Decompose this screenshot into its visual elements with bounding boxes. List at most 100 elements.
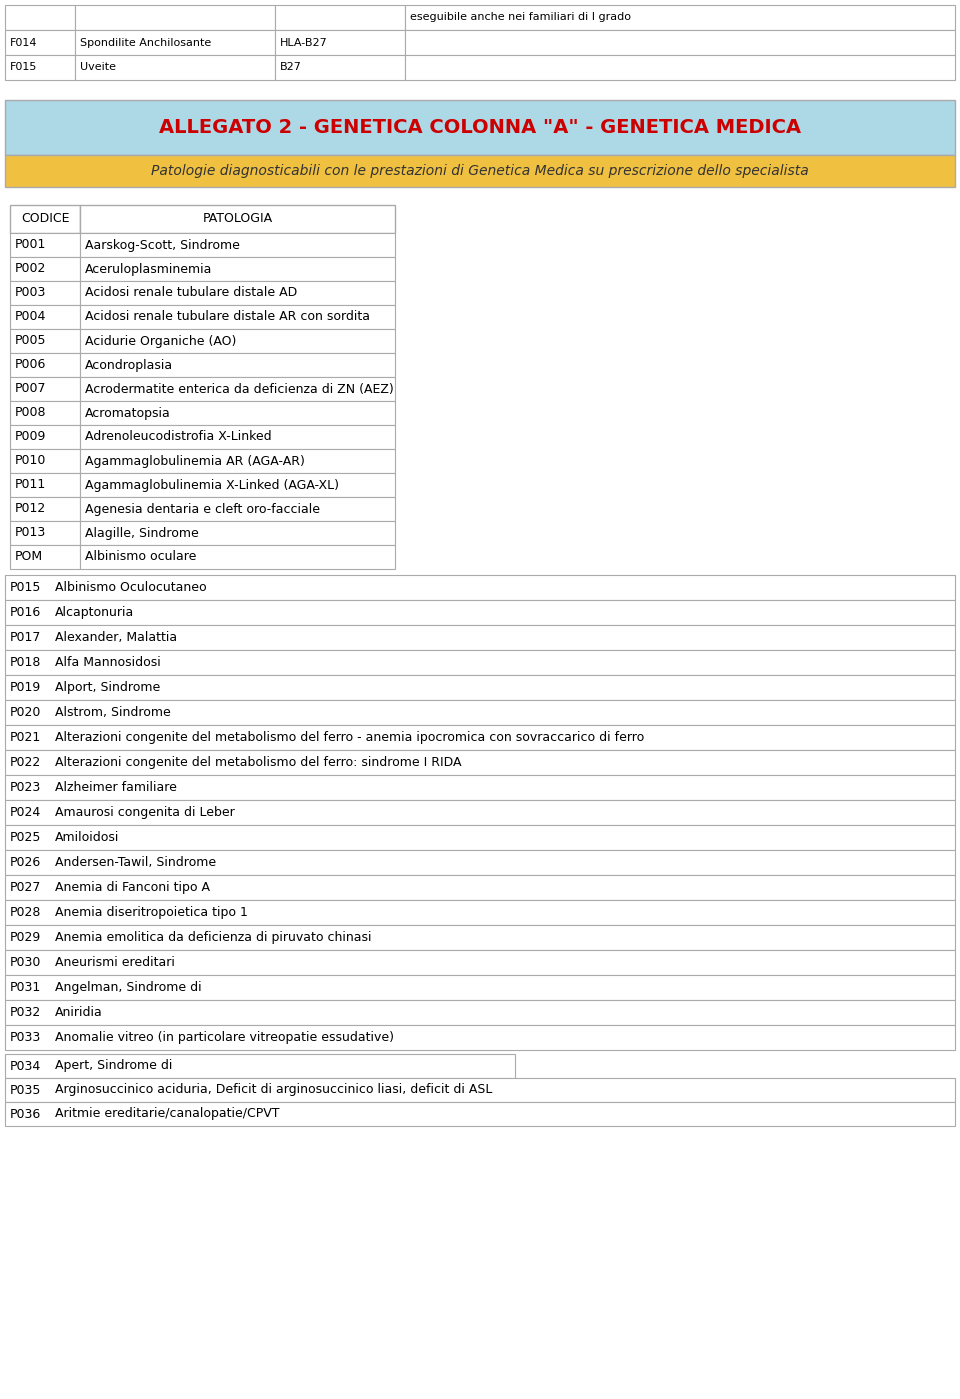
Bar (5, 6, 75, 29)
Text: P026: P026 (10, 856, 41, 869)
Text: Angelman, Sindrome di: Angelman, Sindrome di (55, 981, 202, 995)
Text: P002: P002 (15, 263, 46, 276)
Bar (5, 750, 955, 775)
Text: Arginosuccinico aciduria, Deficit di arginosuccinico liasi, deficit di ASL: Arginosuccinico aciduria, Deficit di arg… (55, 1083, 492, 1097)
Bar (275, 6, 405, 29)
Text: P034: P034 (10, 1059, 41, 1073)
Bar (10, 206, 80, 234)
Text: Alterazioni congenite del metabolismo del ferro: sindrome I RIDA: Alterazioni congenite del metabolismo de… (55, 755, 462, 769)
Bar (10, 376, 80, 402)
Text: HLA-B27: HLA-B27 (280, 38, 327, 48)
Bar (5, 725, 955, 750)
Bar (5, 950, 955, 975)
Bar (80, 257, 395, 281)
Text: Acondroplasia: Acondroplasia (85, 358, 173, 372)
Text: Acidosi renale tubulare distale AR con sordita: Acidosi renale tubulare distale AR con s… (85, 311, 370, 323)
Bar (10, 353, 80, 376)
Text: P005: P005 (15, 334, 46, 347)
Text: Alexander, Malattia: Alexander, Malattia (55, 631, 178, 644)
Bar (10, 257, 80, 281)
Bar (10, 402, 80, 425)
Text: Albinismo Oculocutaneo: Albinismo Oculocutaneo (55, 581, 206, 595)
Bar (5, 600, 955, 625)
Text: PATOLOGIA: PATOLOGIA (203, 213, 273, 225)
Text: Agammaglobulinemia X-Linked (AGA-XL): Agammaglobulinemia X-Linked (AGA-XL) (85, 478, 339, 491)
Text: Anemia diseritropoietica tipo 1: Anemia diseritropoietica tipo 1 (55, 907, 248, 919)
Bar (10, 281, 80, 305)
Text: P027: P027 (10, 881, 41, 894)
Text: P032: P032 (10, 1006, 41, 1018)
Text: Apert, Sindrome di: Apert, Sindrome di (55, 1059, 173, 1073)
Text: P022: P022 (10, 755, 41, 769)
Text: Aritmie ereditarie/canalopatie/CPVT: Aritmie ereditarie/canalopatie/CPVT (55, 1108, 279, 1121)
Text: Alagille, Sindrome: Alagille, Sindrome (85, 526, 199, 540)
Bar (10, 520, 80, 546)
Bar (275, 29, 405, 55)
Text: P013: P013 (15, 526, 46, 540)
Bar (80, 546, 395, 569)
Bar (275, 55, 405, 80)
Bar (5, 975, 955, 1000)
Bar (405, 6, 955, 29)
Bar (80, 449, 395, 473)
Bar (5, 1025, 955, 1051)
Bar (5, 674, 955, 700)
Text: P018: P018 (10, 656, 41, 669)
Text: P029: P029 (10, 930, 41, 944)
Bar (5, 874, 955, 900)
Text: Agammaglobulinemia AR (AGA-AR): Agammaglobulinemia AR (AGA-AR) (85, 455, 305, 467)
Text: P011: P011 (15, 478, 46, 491)
Bar (5, 1000, 955, 1025)
Bar (10, 234, 80, 257)
Bar (10, 425, 80, 449)
Text: P016: P016 (10, 606, 41, 618)
Text: P017: P017 (10, 631, 41, 644)
Bar (80, 281, 395, 305)
Text: P010: P010 (15, 455, 46, 467)
Bar (80, 402, 395, 425)
Bar (80, 425, 395, 449)
Bar (80, 329, 395, 353)
Bar (10, 329, 80, 353)
Text: Uveite: Uveite (80, 63, 116, 73)
Text: P021: P021 (10, 732, 41, 744)
Text: Acidurie Organiche (AO): Acidurie Organiche (AO) (85, 334, 236, 347)
Text: P004: P004 (15, 311, 46, 323)
Text: P007: P007 (15, 382, 46, 396)
Text: Alcaptonuria: Alcaptonuria (55, 606, 134, 618)
Text: Acrodermatite enterica da deficienza di ZN (AEZ): Acrodermatite enterica da deficienza di … (85, 382, 394, 396)
Text: P009: P009 (15, 431, 46, 443)
Text: Alterazioni congenite del metabolismo del ferro - anemia ipocromica con sovracca: Alterazioni congenite del metabolismo de… (55, 732, 644, 744)
Text: P001: P001 (15, 238, 46, 252)
Text: P023: P023 (10, 781, 41, 795)
Text: P019: P019 (10, 681, 41, 694)
Bar (10, 546, 80, 569)
Text: Andersen-Tawil, Sindrome: Andersen-Tawil, Sindrome (55, 856, 216, 869)
Bar (5, 775, 955, 800)
Bar (80, 206, 395, 234)
Bar (10, 497, 80, 520)
Bar (5, 651, 955, 674)
Text: Patologie diagnosticabili con le prestazioni di Genetica Medica su prescrizione : Patologie diagnosticabili con le prestaz… (151, 164, 809, 178)
Bar (5, 55, 75, 80)
Text: P035: P035 (10, 1083, 41, 1097)
Text: Alfa Mannosidosi: Alfa Mannosidosi (55, 656, 160, 669)
Bar (80, 305, 395, 329)
Text: eseguibile anche nei familiari di I grado: eseguibile anche nei familiari di I grad… (410, 13, 631, 22)
Bar (5, 625, 955, 651)
Bar (5, 155, 955, 187)
Bar (80, 353, 395, 376)
Text: Alport, Sindrome: Alport, Sindrome (55, 681, 160, 694)
Bar (5, 1102, 955, 1126)
Text: ALLEGATO 2 - GENETICA COLONNA "A" - GENETICA MEDICA: ALLEGATO 2 - GENETICA COLONNA "A" - GENE… (159, 118, 801, 137)
Text: Albinismo oculare: Albinismo oculare (85, 550, 197, 564)
Bar (5, 575, 955, 600)
Bar (5, 700, 955, 725)
Text: Anomalie vitreo (in particolare vitreopatie essudative): Anomalie vitreo (in particolare vitreopa… (55, 1031, 394, 1044)
Text: P031: P031 (10, 981, 41, 995)
Text: Aarskog-Scott, Sindrome: Aarskog-Scott, Sindrome (85, 238, 240, 252)
Text: P015: P015 (10, 581, 41, 595)
Bar (75, 29, 275, 55)
Text: CODICE: CODICE (21, 213, 69, 225)
Bar (5, 925, 955, 950)
